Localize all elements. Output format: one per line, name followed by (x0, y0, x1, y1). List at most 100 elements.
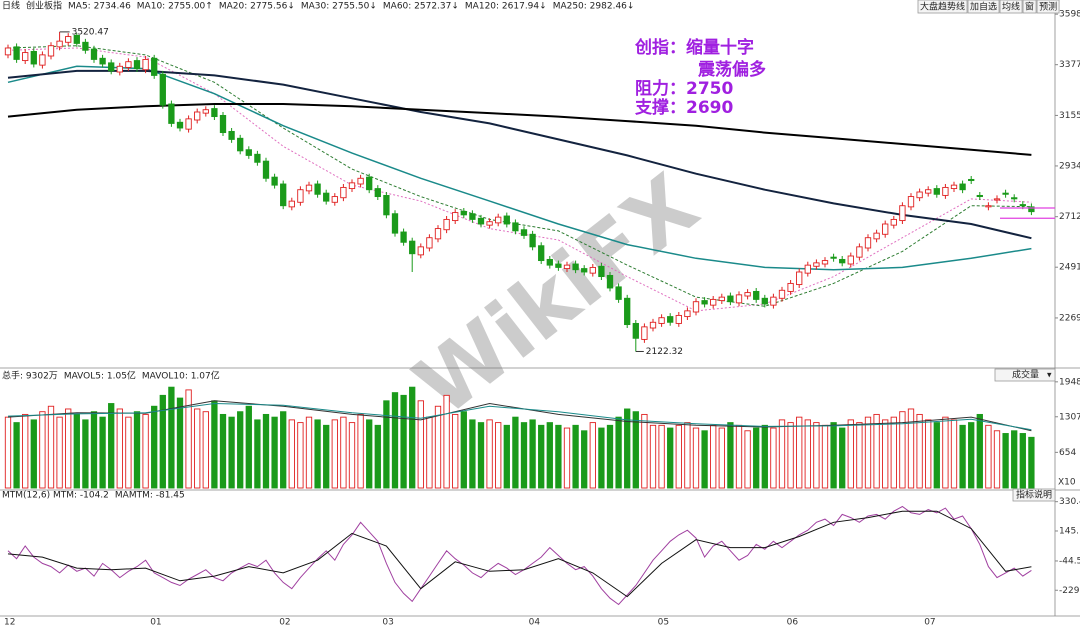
candle-body (581, 268, 588, 273)
volume-bar (486, 419, 493, 489)
volume-bar (538, 424, 545, 489)
volume-bar (297, 422, 304, 489)
volume-bar (555, 424, 562, 489)
candle-body (589, 266, 596, 274)
volume-bar (1019, 433, 1026, 489)
toolbar-button[interactable]: 预测 (1036, 0, 1060, 14)
volume-bar (839, 427, 846, 489)
candle-body (976, 194, 983, 198)
volume-bar (942, 416, 949, 489)
volume-bar (581, 430, 588, 489)
y-tick-label: 2934 (1059, 161, 1080, 171)
candle-body (925, 189, 932, 194)
x-tick-label: 05 (658, 618, 669, 628)
candle-body (770, 296, 777, 306)
volume-menu[interactable]: 成交量 ▾ (994, 369, 1056, 382)
volume-bar (959, 424, 966, 489)
candle-body (400, 231, 407, 243)
candle-body (856, 246, 863, 258)
volume-bar (890, 416, 897, 489)
volume-bar (649, 424, 657, 489)
moving-average-line (7, 69, 1032, 240)
high-label: 3520.47 (72, 27, 109, 37)
candle-body (65, 36, 72, 43)
toolbar-button[interactable]: 均线 (999, 0, 1023, 14)
candle-body (30, 50, 37, 65)
volume-bar (366, 419, 373, 489)
candle-body (477, 217, 485, 225)
volume-bar (56, 416, 63, 489)
volume-bar (606, 424, 614, 489)
panel-header-item: MA120: 2617.94↓ (465, 2, 547, 12)
candle-body (1002, 192, 1009, 195)
toolbar-button[interactable]: 窗 (1022, 0, 1037, 14)
candle-body (254, 153, 261, 163)
candle-body (452, 212, 459, 222)
indicator-help-button[interactable]: 指标说明 (1012, 489, 1056, 502)
x-tick-label: 07 (924, 618, 935, 628)
candle-body (391, 213, 399, 234)
candle-body (993, 198, 1001, 201)
candle-body (727, 295, 734, 303)
volume-bar (503, 424, 510, 489)
volume-bar (512, 416, 519, 489)
candle-body (598, 265, 605, 278)
candle-body (271, 176, 278, 186)
candle-body (804, 264, 811, 274)
candle-body (950, 184, 958, 190)
moving-average-line (7, 510, 1032, 598)
candle-body (916, 191, 923, 199)
volume-bar (47, 405, 55, 489)
candle-body (899, 205, 906, 222)
candle-body (262, 160, 270, 179)
panel-header-item: MAMTM: -81.45 (115, 491, 185, 501)
y-tick-label: 1307 (1059, 412, 1080, 422)
toolbar-button[interactable]: 大盘趋势线 (917, 0, 968, 14)
candle-body (288, 200, 295, 208)
moving-average-line (7, 65, 1032, 271)
y-tick-label: 2491 (1059, 263, 1080, 273)
volume-bar (718, 427, 725, 489)
panel-header-item: MA250: 2982.46↓ (553, 2, 635, 12)
y-tick-label: 145.1 (1059, 526, 1080, 536)
volume-scale-label: X10 (1058, 478, 1076, 488)
x-tick-label: 03 (382, 618, 393, 628)
candle-body (22, 52, 29, 62)
annotation-text: 支撑：2690 (635, 97, 733, 118)
volume-bar (753, 427, 760, 489)
candle-body (735, 294, 743, 304)
candle-body (90, 48, 98, 60)
volume-bar (237, 411, 244, 489)
volume-bar (125, 416, 132, 489)
volume-bar (675, 424, 682, 489)
annotation-text: 震荡偏多 (697, 59, 766, 80)
candle-body (692, 301, 700, 313)
volume-bar (899, 411, 906, 489)
candle-body (133, 60, 141, 70)
candle-body (125, 61, 132, 68)
candle-body (615, 286, 622, 300)
candle-body (357, 177, 364, 185)
moving-average-line (7, 402, 1032, 431)
candle-body (280, 183, 287, 207)
candle-body (434, 228, 442, 240)
volume-bar (22, 413, 29, 489)
volume-bar (976, 413, 983, 489)
volume-bar (589, 422, 596, 489)
volume-bar (357, 413, 364, 489)
volume-bar (847, 419, 854, 489)
volume-bar (168, 386, 175, 489)
y-tick-label: 3155 (1059, 111, 1080, 121)
volume-bar (529, 419, 536, 489)
volume-bar (778, 419, 786, 489)
volume-bar (452, 413, 459, 489)
toolbar-button[interactable]: 加自选 (967, 0, 1000, 14)
candle-body (830, 256, 837, 259)
candle-body (675, 314, 682, 324)
panel-header-item: MAVOL5: 1.05亿 (64, 370, 136, 382)
x-tick-label: 02 (279, 618, 290, 628)
panel-header-item: MA20: 2775.56↓ (219, 2, 295, 12)
candle-body (228, 130, 235, 140)
candle-body (624, 297, 631, 326)
candle-body (331, 196, 338, 203)
